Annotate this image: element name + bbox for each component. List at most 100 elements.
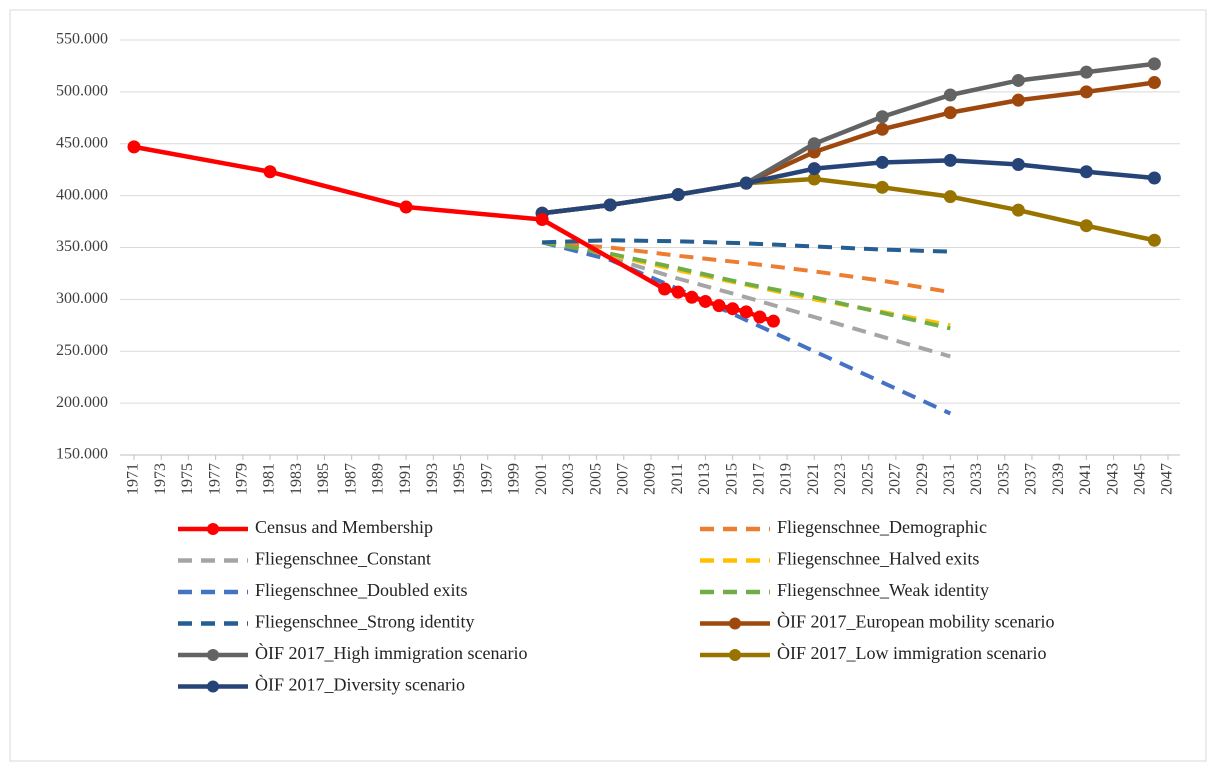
y-tick-label: 450.000	[56, 134, 108, 151]
data-point	[766, 314, 780, 328]
data-point	[1011, 203, 1025, 217]
data-point	[698, 294, 712, 308]
y-tick-label: 300.000	[56, 290, 108, 307]
data-point	[603, 198, 617, 212]
legend-marker	[207, 649, 219, 661]
data-point	[1079, 65, 1093, 79]
x-tick-label: 1989	[370, 463, 387, 495]
data-point	[1147, 233, 1161, 247]
legend: Census and Membership Fliegenschnee_Demog…	[178, 517, 1054, 695]
data-point	[399, 200, 413, 214]
legend-label: ÒIF 2017_Diversity scenario	[255, 674, 465, 695]
legend-label: Fliegenschnee_Weak identity	[777, 580, 989, 600]
data-point	[875, 180, 889, 194]
data-point	[807, 137, 821, 151]
data-point	[1011, 158, 1025, 171]
y-tick-label: 550.000	[56, 31, 108, 48]
data-point	[753, 310, 767, 324]
y-tick-label: 200.000	[56, 394, 108, 411]
x-tick-label: 2013	[696, 463, 713, 495]
data-point	[807, 162, 821, 176]
x-tick-label: 2047	[1159, 463, 1176, 495]
x-tick-label: 2007	[614, 463, 631, 495]
x-tick-label: 1981	[261, 463, 278, 495]
data-point	[1147, 76, 1161, 90]
x-tick-label: 2045	[1131, 463, 1148, 495]
data-point	[658, 282, 672, 296]
x-tick-label: 1987	[342, 463, 359, 495]
x-tick-label: 2039	[1050, 463, 1067, 495]
data-point	[712, 299, 726, 313]
data-point	[263, 165, 277, 179]
legend-label: ÒIF 2017_Low immigration scenario	[777, 642, 1046, 663]
legend-label: Fliegenschnee_Doubled exits	[255, 580, 467, 600]
x-tick-label: 2025	[859, 463, 876, 495]
legend-label: ÒIF 2017_European mobility scenario	[777, 611, 1054, 632]
y-tick-label: 150.000	[56, 446, 108, 463]
data-point	[1079, 85, 1093, 99]
data-point	[943, 88, 957, 102]
x-tick-label: 1985	[315, 463, 332, 495]
x-tick-label: 1971	[125, 463, 142, 495]
x-tick-label: 2003	[560, 463, 577, 495]
x-tick-label: 2033	[968, 463, 985, 495]
x-tick-label: 2015	[723, 463, 740, 495]
x-tick-label: 1975	[179, 463, 196, 495]
x-tick-label: 2009	[642, 463, 659, 495]
x-tick-label: 2029	[914, 463, 931, 495]
data-point	[875, 122, 889, 136]
data-point	[1147, 57, 1161, 71]
data-point	[943, 106, 957, 120]
y-tick-label: 250.000	[56, 342, 108, 359]
data-point	[807, 172, 821, 186]
x-tick-label: 2041	[1077, 463, 1094, 495]
x-tick-label: 2011	[669, 463, 686, 494]
legend-label: Fliegenschnee_Strong identity	[255, 612, 474, 632]
x-tick-label: 1993	[424, 463, 441, 495]
data-point	[739, 305, 753, 319]
data-point	[535, 212, 549, 226]
data-point	[739, 176, 753, 190]
data-point	[943, 190, 957, 204]
x-tick-label: 2027	[887, 463, 904, 495]
x-tick-label: 2037	[1023, 463, 1040, 495]
legend-marker	[207, 523, 219, 535]
data-point	[1011, 93, 1025, 107]
data-point	[875, 110, 889, 124]
data-point	[1079, 219, 1093, 233]
legend-marker	[729, 617, 741, 630]
x-tick-label: 1995	[451, 463, 468, 495]
data-point	[875, 155, 889, 169]
data-point	[1079, 165, 1093, 179]
x-tick-label: 1977	[206, 463, 223, 495]
plot-area	[127, 57, 1161, 416]
legend-label: Fliegenschnee_Halved exits	[777, 549, 979, 569]
x-tick-label: 1983	[288, 463, 305, 495]
x-tick-label: 2019	[778, 463, 795, 495]
data-point	[1011, 73, 1025, 87]
series-line	[541, 158, 1155, 216]
x-tick-label: 2023	[832, 463, 849, 495]
legend-label: ÒIF 2017_High immigration scenario	[255, 642, 527, 663]
data-point	[1147, 171, 1161, 185]
legend-label: Fliegenschnee_Demographic	[777, 517, 987, 537]
x-tick-label: 1997	[478, 463, 495, 495]
y-tick-label: 500.000	[56, 83, 108, 100]
chart-border	[9, 9, 1207, 762]
y-tick-label: 400.000	[56, 186, 108, 203]
legend-label: Fliegenschnee_Constant	[255, 549, 431, 569]
x-tick-label: 2021	[805, 463, 822, 495]
x-tick-label: 2005	[587, 463, 604, 495]
legend-label: Census and Membership	[255, 517, 433, 537]
x-tick-label: 2031	[941, 463, 958, 495]
data-point	[726, 302, 740, 316]
series-line	[541, 240, 951, 331]
x-tick-label: 2017	[751, 463, 768, 495]
x-tick-label: 1973	[152, 463, 169, 495]
x-tick-label: 1991	[397, 463, 414, 495]
x-tick-label: 1999	[506, 463, 523, 495]
legend-marker	[207, 680, 219, 693]
x-tick-label: 2035	[995, 463, 1012, 495]
